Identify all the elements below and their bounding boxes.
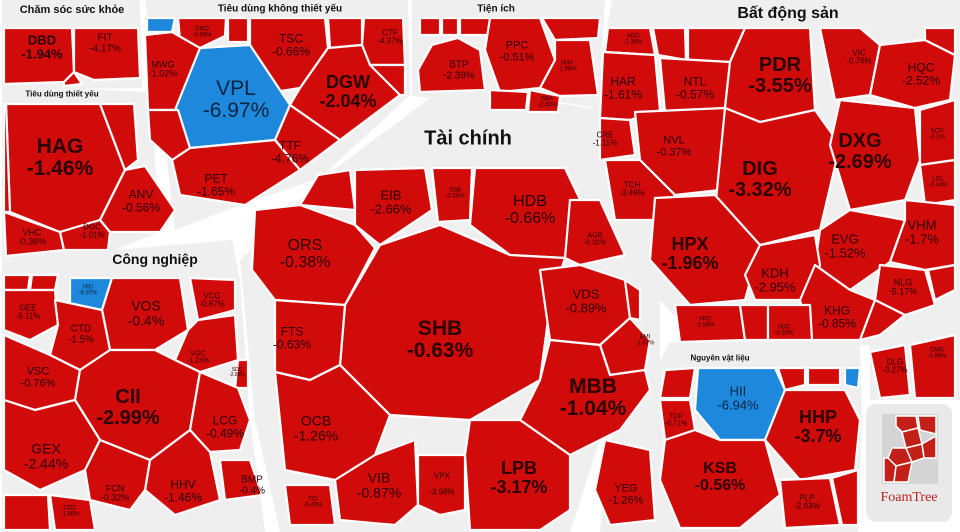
- cell-staples-s1[interactable]: [98, 102, 140, 172]
- cell-AGG[interactable]: [603, 26, 657, 57]
- cell-mat-s2[interactable]: [776, 366, 807, 392]
- cell-realestate-s4[interactable]: [926, 263, 957, 302]
- cell-util-s1[interactable]: [418, 16, 442, 37]
- cell-PDR[interactable]: [723, 26, 817, 124]
- cell-DGC[interactable]: [58, 218, 112, 252]
- cell-TCI[interactable]: [283, 483, 337, 527]
- cell-disc-s1[interactable]: [226, 16, 250, 44]
- cell-AGR[interactable]: [563, 198, 627, 267]
- cell-NTL[interactable]: [658, 56, 732, 114]
- cell-HAR[interactable]: [598, 50, 662, 122]
- cell-LPB[interactable]: [463, 418, 572, 532]
- cell-HDC[interactable]: [766, 303, 814, 342]
- cell-util-s3[interactable]: [458, 16, 492, 37]
- cell-ind-s3[interactable]: [2, 493, 52, 532]
- cell-realestate-s6[interactable]: [738, 303, 770, 342]
- cell-FIT[interactable]: [72, 26, 142, 82]
- group-title-materials: Nguyên vật liệu: [690, 353, 750, 363]
- cell-SCR[interactable]: [918, 98, 957, 167]
- cell-disc-s2[interactable]: [326, 16, 364, 50]
- group-title-industrial: Công nghiệp: [112, 251, 198, 267]
- group-title-finance: Tài chính: [424, 127, 512, 150]
- cell-SBA[interactable]: [526, 88, 562, 114]
- cell-mat-blue[interactable]: [843, 366, 862, 390]
- cell-HQC[interactable]: [868, 38, 957, 110]
- cell-OCB[interactable]: [273, 363, 392, 482]
- cell-mat-s1[interactable]: [658, 366, 697, 400]
- cell-CTF[interactable]: [360, 16, 407, 67]
- foamtree-logo-text: FoamTree: [880, 490, 938, 505]
- cell-util-s5[interactable]: [540, 16, 602, 42]
- cell-mat-s4[interactable]: [830, 468, 860, 527]
- cell-MSN-small[interactable]: [146, 108, 192, 162]
- cell-fin-s2[interactable]: [623, 278, 642, 322]
- cell-SDC[interactable]: [233, 358, 250, 390]
- cell-LGL[interactable]: [918, 158, 957, 207]
- cell-BMP[interactable]: [218, 458, 264, 502]
- cell-staples-s2[interactable]: [2, 102, 12, 214]
- cell-realestate-s1[interactable]: [651, 26, 688, 62]
- cell-mat-s3[interactable]: [806, 366, 842, 387]
- cell-dbd-small1[interactable]: [62, 70, 84, 88]
- cell-PLP[interactable]: [778, 476, 842, 530]
- group-title-utilities: Tiện ích: [477, 3, 515, 15]
- cell-VIB[interactable]: [333, 438, 420, 527]
- foamtree-logo: FoamTree: [866, 404, 952, 522]
- cell-PET[interactable]: [170, 138, 302, 207]
- cell-ORS[interactable]: [250, 203, 377, 307]
- cell-HPX[interactable]: [648, 193, 762, 307]
- cell-YEG[interactable]: [593, 438, 657, 527]
- cell-CRE[interactable]: [598, 116, 637, 162]
- cell-EIB[interactable]: [353, 166, 434, 247]
- foamtree-logo-icon: [882, 414, 938, 484]
- cell-util-s4[interactable]: [488, 88, 530, 112]
- cell-GEE[interactable]: [2, 288, 60, 342]
- cell-KSB[interactable]: [658, 428, 782, 530]
- cell-CMG[interactable]: [908, 333, 957, 400]
- cell-realestate-s3[interactable]: [923, 26, 957, 57]
- cell-disc-s3[interactable]: [368, 63, 407, 97]
- cell-VPX[interactable]: [416, 453, 467, 517]
- cell-VRC[interactable]: [673, 303, 747, 344]
- cell-VCG[interactable]: [188, 276, 237, 322]
- cell-DBD[interactable]: [2, 26, 76, 86]
- cell-realestate-s5[interactable]: [858, 298, 907, 342]
- cell-ind-s1[interactable]: [2, 273, 32, 292]
- cell-ind-s2[interactable]: [28, 273, 60, 292]
- cell-CDC[interactable]: [48, 493, 97, 532]
- cell-NLG[interactable]: [873, 263, 937, 317]
- cell-MBB[interactable]: [518, 338, 652, 457]
- cell-NVL[interactable]: [633, 106, 727, 197]
- group-title-health: Chăm sóc sức khỏe: [19, 4, 125, 16]
- cell-util-s2[interactable]: [440, 16, 460, 37]
- cell-disc-blue-small[interactable]: [145, 16, 177, 34]
- group-title-realestate: Bất động sản: [737, 5, 839, 22]
- cell-DLG[interactable]: [868, 343, 912, 400]
- group-title-staples: Tiêu dùng thiết yếu: [25, 89, 99, 99]
- cell-SSB[interactable]: [430, 166, 474, 224]
- group-title-discretionary: Tiêu dùng không thiết yếu: [217, 3, 343, 15]
- cell-BTP[interactable]: [416, 36, 487, 94]
